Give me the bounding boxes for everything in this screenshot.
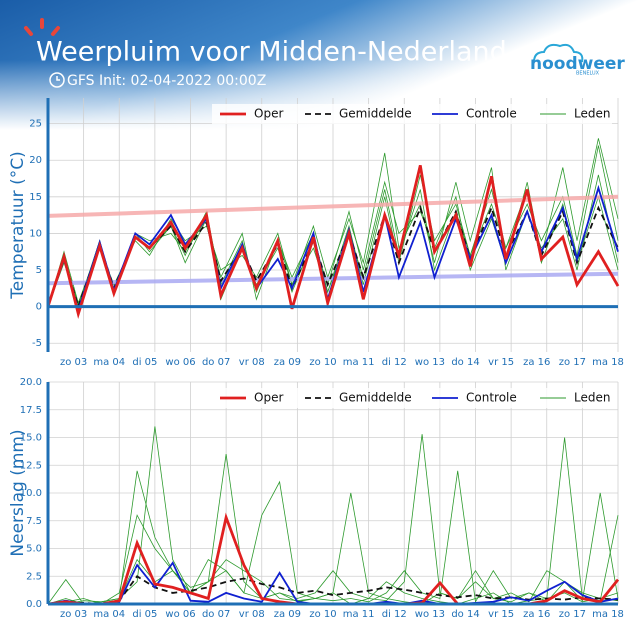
sun-icon [24,18,60,36]
legend-label: Gemiddelde [339,391,412,405]
x-tick-label: wo 06 [165,357,195,368]
y-tick-label: 15.0 [20,433,42,444]
member-line [48,437,619,605]
x-tick-label: zo 17 [559,609,586,620]
x-tick-label: wo 06 [165,609,195,620]
x-tick-label: ma 04 [93,357,125,368]
x-tick-label: zo 10 [309,609,336,620]
x-tick-label: do 07 [202,357,230,368]
x-tick-label: za 09 [274,357,301,368]
x-tick-label: wo 13 [415,357,445,368]
y-tick-label: 12.5 [20,460,42,471]
x-tick-label: di 05 [132,357,157,368]
x-tick-label: di 12 [382,609,407,620]
legend-label: Controle [466,391,517,405]
y-tick-label: 5 [36,265,42,276]
x-tick-label: zo 03 [60,609,87,620]
y-tick-label: 15 [29,192,42,203]
legend-label: Leden [574,391,610,405]
member-line [47,470,619,605]
x-tick-label: vr 08 [239,357,265,368]
x-tick-label: vr 08 [239,609,265,620]
y-tick-label: 25 [29,119,42,130]
legend-label: Leden [574,107,610,121]
x-tick-label: ma 18 [592,357,624,368]
x-tick-label: vr 15 [488,609,514,620]
x-tick-label: do 07 [202,609,230,620]
y-tick-label: -5 [32,338,42,349]
y-tick-label: 0 [36,302,42,313]
y-axis-label: Temperatuur (°C) [8,151,28,299]
climate-line [47,271,619,286]
y-tick-label: 10.0 [20,488,42,499]
y-tick-label: 2.5 [26,571,42,582]
logo: noodweer [530,54,625,74]
x-tick-label: za 16 [523,357,550,368]
x-tick-label: zo 10 [309,357,336,368]
logo-cloud [533,43,584,63]
x-tick-label: zo 03 [60,357,87,368]
x-tick-label: ma 04 [93,609,125,620]
y-tick-label: 5.0 [26,544,42,555]
y-tick-label: 7.5 [26,516,42,527]
subtitle: GFS Init: 02-04-2022 00:00Z [67,73,266,89]
x-tick-label: wo 13 [415,609,445,620]
x-tick-label: di 12 [382,357,407,368]
y-axis-label: Neerslag (mm) [8,429,28,556]
x-tick-label: do 14 [451,609,479,620]
y-tick-label: 20.0 [20,377,42,388]
x-tick-label: di 05 [132,609,157,620]
x-tick-label: vr 15 [488,357,514,368]
clock-hands [56,76,60,81]
x-tick-label: ma 18 [592,609,624,620]
logo-sub: BENELUX [576,71,600,77]
legend-label: Oper [254,391,283,405]
x-tick-label: za 16 [523,609,550,620]
legend-bg [212,104,612,124]
x-tick-label: do 14 [451,357,479,368]
legend-bg [212,388,612,408]
series-line [46,164,620,320]
title: Weerpluim voor Midden-Nederland [36,37,507,68]
x-tick-label: zo 17 [559,357,586,368]
y-tick-label: 17.5 [20,405,42,416]
legend-label: Controle [466,107,517,121]
x-tick-label: za 09 [274,609,301,620]
y-tick-label: 0.0 [26,599,42,610]
y-tick-label: 20 [29,155,42,166]
x-tick-label: ma 11 [343,609,375,620]
legend-label: Gemiddelde [339,107,412,121]
clock-icon [49,72,65,88]
x-tick-label: ma 11 [343,357,375,368]
legend-label: Oper [254,107,283,121]
y-tick-label: 10 [29,228,42,239]
